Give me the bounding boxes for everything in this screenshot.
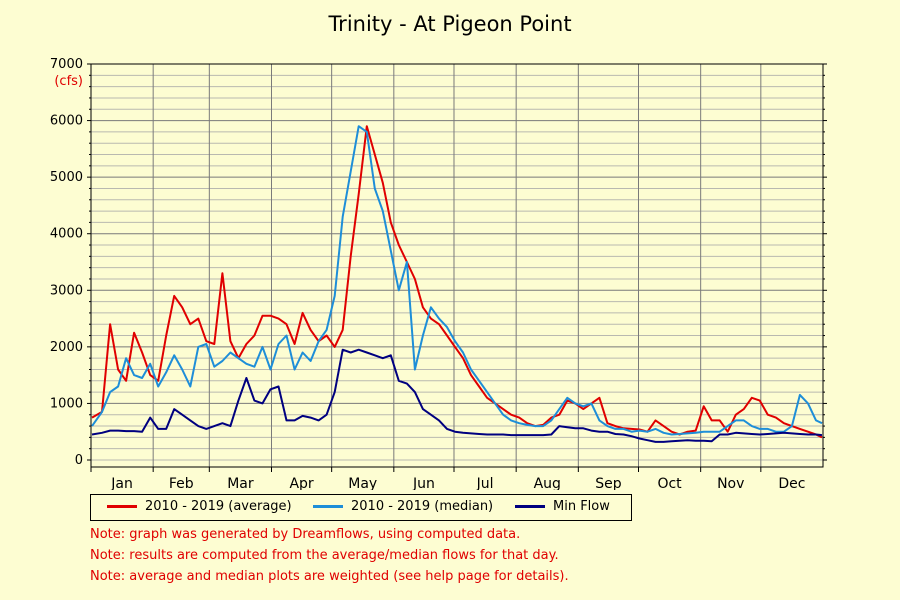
plot-frame [90, 63, 824, 468]
legend: 2010 - 2019 (average) 2010 - 2019 (media… [90, 494, 632, 521]
y-tick-label: 1000 [50, 396, 83, 411]
note-line: Note: graph was generated by Dreamflows,… [90, 527, 521, 542]
legend-item-median: 2010 - 2019 (median) [313, 499, 493, 514]
series-layer [91, 125, 823, 443]
legend-swatch-median [313, 505, 343, 508]
legend-item-average: 2010 - 2019 (average) [107, 499, 292, 514]
legend-swatch-average [107, 505, 137, 508]
x-tick-label: Sep [595, 476, 622, 490]
legend-label-average: 2010 - 2019 (average) [145, 499, 292, 514]
x-tick-label: Oct [657, 476, 682, 490]
y-tick-label: 2000 [50, 340, 83, 355]
y-tick-label: 7000 [50, 57, 83, 72]
y-tick-label: 6000 [50, 114, 83, 129]
series-line-1 [91, 125, 823, 436]
y-tick-label: 3000 [50, 283, 83, 298]
x-tick-label: Nov [717, 476, 744, 490]
legend-swatch-min-flow [515, 505, 545, 508]
notes: Note: graph was generated by Dreamflows,… [90, 524, 569, 587]
chart-title: Trinity - At Pigeon Point [328, 12, 572, 36]
series-line-2 [91, 348, 823, 443]
note-line: Note: results are computed from the aver… [90, 548, 559, 563]
x-tick-label: Feb [169, 476, 194, 490]
x-tick-label: Dec [778, 476, 805, 490]
x-tick-label: Jan [110, 476, 133, 490]
x-tick-label: May [348, 476, 377, 490]
legend-item-min-flow: Min Flow [515, 499, 610, 514]
x-tick-label: Mar [227, 476, 254, 490]
y-tick-label: 5000 [50, 170, 83, 185]
legend-label-min-flow: Min Flow [553, 499, 610, 514]
y-axis-label: (cfs) [54, 74, 83, 89]
flow-chart: 0 1000 2000 3000 4000 5000 6000 7000 (cfs) Jan Feb… [50, 57, 827, 490]
x-tick-label: Apr [289, 476, 313, 490]
x-tick-label: Jul [476, 476, 494, 490]
note-line: Note: average and median plots are weigh… [90, 569, 569, 584]
x-tick-label: Jun [412, 476, 435, 490]
legend-label-median: 2010 - 2019 (median) [351, 499, 494, 514]
y-tick-label: 4000 [50, 227, 83, 242]
x-tick-label: Aug [534, 476, 561, 490]
series-line-0 [91, 125, 823, 439]
grid-layer [91, 64, 823, 467]
axis-layer: 0 1000 2000 3000 4000 5000 6000 7000 (cfs) Jan Feb… [50, 57, 827, 490]
y-tick-label: 0 [75, 453, 83, 468]
